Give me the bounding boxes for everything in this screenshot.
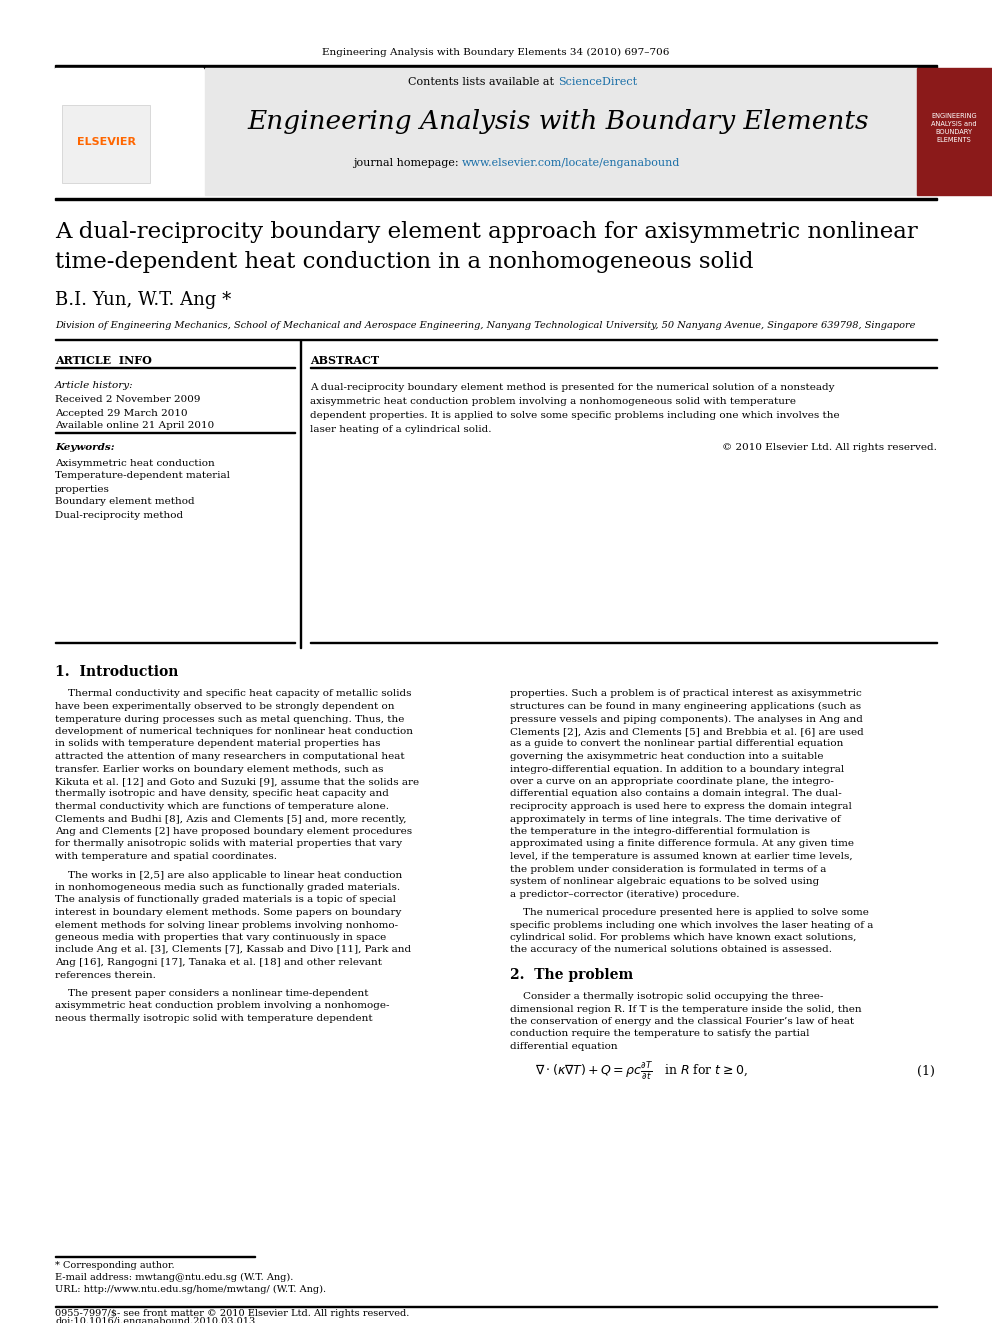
Text: differential equation: differential equation	[510, 1043, 618, 1050]
Text: reciprocity approach is used here to express the domain integral: reciprocity approach is used here to exp…	[510, 802, 852, 811]
Text: element methods for solving linear problems involving nonhomo-: element methods for solving linear probl…	[55, 921, 398, 930]
Text: pressure vessels and piping components). The analyses in Ang and: pressure vessels and piping components).…	[510, 714, 863, 724]
Text: ABSTRACT: ABSTRACT	[310, 355, 379, 365]
Bar	[62, 105, 150, 183]
Text: laser heating of a cylindrical solid.: laser heating of a cylindrical solid.	[310, 426, 491, 434]
Text: The numerical procedure presented here is applied to solve some: The numerical procedure presented here i…	[510, 908, 869, 917]
Text: have been experimentally observed to be strongly dependent on: have been experimentally observed to be …	[55, 703, 395, 710]
Text: Boundary element method: Boundary element method	[55, 497, 194, 507]
Text: A dual-reciprocity boundary element approach for axisymmetric nonlinear: A dual-reciprocity boundary element appr…	[55, 221, 918, 243]
Text: the temperature in the integro-differential formulation is: the temperature in the integro-different…	[510, 827, 810, 836]
Text: Keywords:: Keywords:	[55, 443, 115, 452]
Text: approximately in terms of line integrals. The time derivative of: approximately in terms of line integrals…	[510, 815, 840, 823]
Text: doi:10.1016/j.enganabound.2010.03.013: doi:10.1016/j.enganabound.2010.03.013	[55, 1316, 255, 1323]
Text: integro-differential equation. In addition to a boundary integral: integro-differential equation. In additi…	[510, 765, 844, 774]
Text: a predictor–corrector (iterative) procedure.: a predictor–corrector (iterative) proced…	[510, 889, 739, 898]
Text: conduction require the temperature to satisfy the partial: conduction require the temperature to sa…	[510, 1029, 809, 1039]
Text: Engineering Analysis with Boundary Elements 34 (2010) 697–706: Engineering Analysis with Boundary Eleme…	[322, 48, 670, 57]
Text: for thermally anisotropic solids with material properties that vary: for thermally anisotropic solids with ma…	[55, 840, 402, 848]
Text: Clements and Budhi [8], Azis and Clements [5] and, more recently,: Clements and Budhi [8], Azis and Clement…	[55, 815, 407, 823]
Text: system of nonlinear algebraic equations to be solved using: system of nonlinear algebraic equations …	[510, 877, 819, 886]
Text: dependent properties. It is applied to solve some specific problems including on: dependent properties. It is applied to s…	[310, 411, 839, 421]
Text: Clements [2], Azis and Clements [5] and Brebbia et al. [6] are used: Clements [2], Azis and Clements [5] and …	[510, 728, 864, 736]
Text: references therein.: references therein.	[55, 971, 156, 979]
Text: over a curve on an appropriate coordinate plane, the integro-: over a curve on an appropriate coordinat…	[510, 777, 834, 786]
Text: ARTICLE  INFO: ARTICLE INFO	[55, 355, 152, 365]
Text: approximated using a finite difference formula. At any given time: approximated using a finite difference f…	[510, 840, 854, 848]
Text: include Ang et al. [3], Clements [7], Kassab and Divo [11], Park and: include Ang et al. [3], Clements [7], Ka…	[55, 946, 411, 954]
Text: www.elsevier.com/locate/enganabound: www.elsevier.com/locate/enganabound	[462, 157, 681, 168]
Text: © 2010 Elsevier Ltd. All rights reserved.: © 2010 Elsevier Ltd. All rights reserved…	[722, 443, 937, 452]
Text: geneous media with properties that vary continuously in space: geneous media with properties that vary …	[55, 933, 386, 942]
Text: in nonhomogeneous media such as functionally graded materials.: in nonhomogeneous media such as function…	[55, 882, 400, 892]
Text: specific problems including one which involves the laser heating of a: specific problems including one which in…	[510, 921, 873, 930]
Text: URL: http://www.ntu.edu.sg/home/mwtang/ (W.T. Ang).: URL: http://www.ntu.edu.sg/home/mwtang/ …	[55, 1285, 326, 1294]
Text: A dual-reciprocity boundary element method is presented for the numerical soluti: A dual-reciprocity boundary element meth…	[310, 384, 834, 393]
Text: properties. Such a problem is of practical interest as axisymmetric: properties. Such a problem is of practic…	[510, 689, 862, 699]
Text: ELSEVIER: ELSEVIER	[76, 138, 136, 147]
Text: ENGINEERING
ANALYSIS and
BOUNDARY
ELEMENTS: ENGINEERING ANALYSIS and BOUNDARY ELEMEN…	[931, 112, 977, 143]
Bar	[205, 67, 917, 194]
Text: attracted the attention of many researchers in computational heat: attracted the attention of many research…	[55, 751, 405, 761]
Text: governing the axisymmetric heat conduction into a suitable: governing the axisymmetric heat conducti…	[510, 751, 823, 761]
Text: cylindrical solid. For problems which have known exact solutions,: cylindrical solid. For problems which ha…	[510, 933, 856, 942]
Text: in solids with temperature dependent material properties has: in solids with temperature dependent mat…	[55, 740, 381, 749]
Text: Division of Engineering Mechanics, School of Mechanical and Aerospace Engineerin: Division of Engineering Mechanics, Schoo…	[55, 321, 916, 331]
Text: neous thermally isotropic solid with temperature dependent: neous thermally isotropic solid with tem…	[55, 1013, 373, 1023]
Text: development of numerical techniques for nonlinear heat conduction: development of numerical techniques for …	[55, 728, 413, 736]
Bar	[55, 65, 937, 67]
Text: level, if the temperature is assumed known at earlier time levels,: level, if the temperature is assumed kno…	[510, 852, 853, 861]
Text: temperature during processes such as metal quenching. Thus, the: temperature during processes such as met…	[55, 714, 405, 724]
Text: properties: properties	[55, 484, 110, 493]
Text: Temperature-dependent material: Temperature-dependent material	[55, 471, 230, 480]
Text: dimensional region R. If T is the temperature inside the solid, then: dimensional region R. If T is the temper…	[510, 1004, 862, 1013]
Bar	[55, 67, 203, 194]
Text: thermal conductivity which are functions of temperature alone.: thermal conductivity which are functions…	[55, 802, 389, 811]
Text: Engineering Analysis with Boundary Elements: Engineering Analysis with Boundary Eleme…	[247, 110, 869, 135]
Text: thermally isotropic and have density, specific heat capacity and: thermally isotropic and have density, sp…	[55, 790, 389, 799]
Text: Thermal conductivity and specific heat capacity of metallic solids: Thermal conductivity and specific heat c…	[55, 689, 412, 699]
Text: as a guide to convert the nonlinear partial differential equation: as a guide to convert the nonlinear part…	[510, 740, 843, 749]
Bar	[300, 340, 302, 648]
Text: B.I. Yun, W.T. Ang *: B.I. Yun, W.T. Ang *	[55, 291, 231, 310]
Text: Kikuta et al. [12] and Goto and Suzuki [9], assume that the solids are: Kikuta et al. [12] and Goto and Suzuki […	[55, 777, 420, 786]
Text: 0955-7997/$- see front matter © 2010 Elsevier Ltd. All rights reserved.: 0955-7997/$- see front matter © 2010 Els…	[55, 1310, 410, 1319]
Text: The works in [2,5] are also applicable to linear heat conduction: The works in [2,5] are also applicable t…	[55, 871, 402, 880]
Text: Dual-reciprocity method: Dual-reciprocity method	[55, 511, 184, 520]
Text: 1.  Introduction: 1. Introduction	[55, 665, 179, 679]
Bar	[55, 197, 937, 200]
Text: axisymmetric heat conduction problem involving a nonhomoge-: axisymmetric heat conduction problem inv…	[55, 1002, 390, 1011]
Text: 2.  The problem: 2. The problem	[510, 967, 633, 982]
Text: with temperature and spatial coordinates.: with temperature and spatial coordinates…	[55, 852, 277, 861]
Text: the conservation of energy and the classical Fourier’s law of heat: the conservation of energy and the class…	[510, 1017, 854, 1027]
Text: the accuracy of the numerical solutions obtained is assessed.: the accuracy of the numerical solutions …	[510, 946, 832, 954]
Text: E-mail address: mwtang@ntu.edu.sg (W.T. Ang).: E-mail address: mwtang@ntu.edu.sg (W.T. …	[55, 1273, 294, 1282]
Text: differential equation also contains a domain integral. The dual-: differential equation also contains a do…	[510, 790, 842, 799]
Text: Article history:: Article history:	[55, 381, 134, 389]
Text: time-dependent heat conduction in a nonhomogeneous solid: time-dependent heat conduction in a nonh…	[55, 251, 754, 273]
Bar	[55, 339, 937, 340]
Text: Available online 21 April 2010: Available online 21 April 2010	[55, 422, 214, 430]
Text: Contents lists available at: Contents lists available at	[409, 77, 558, 87]
Text: Received 2 November 2009: Received 2 November 2009	[55, 396, 200, 405]
Text: Consider a thermally isotropic solid occupying the three-: Consider a thermally isotropic solid occ…	[510, 992, 823, 1002]
Text: journal homepage:: journal homepage:	[353, 157, 462, 168]
Text: * Corresponding author.: * Corresponding author.	[55, 1261, 175, 1270]
Text: The present paper considers a nonlinear time-dependent: The present paper considers a nonlinear …	[55, 990, 368, 998]
Text: structures can be found in many engineering applications (such as: structures can be found in many engineer…	[510, 703, 861, 710]
Text: transfer. Earlier works on boundary element methods, such as: transfer. Earlier works on boundary elem…	[55, 765, 384, 774]
Text: ScienceDirect: ScienceDirect	[558, 77, 637, 87]
Text: $\nabla\cdot(\kappa\nabla T)+Q=\rho c\frac{\partial T}{\partial t}$   in $R$ for: $\nabla\cdot(\kappa\nabla T)+Q=\rho c\fr…	[535, 1060, 748, 1082]
Text: interest in boundary element methods. Some papers on boundary: interest in boundary element methods. So…	[55, 908, 402, 917]
Bar	[917, 67, 992, 194]
Text: Axisymmetric heat conduction: Axisymmetric heat conduction	[55, 459, 214, 467]
Text: The analysis of functionally graded materials is a topic of special: The analysis of functionally graded mate…	[55, 896, 396, 905]
Text: Accepted 29 March 2010: Accepted 29 March 2010	[55, 409, 187, 418]
Text: Ang and Clements [2] have proposed boundary element procedures: Ang and Clements [2] have proposed bound…	[55, 827, 412, 836]
Text: Ang [16], Rangogni [17], Tanaka et al. [18] and other relevant: Ang [16], Rangogni [17], Tanaka et al. […	[55, 958, 382, 967]
Text: the problem under consideration is formulated in terms of a: the problem under consideration is formu…	[510, 864, 826, 873]
Text: (1): (1)	[918, 1065, 935, 1077]
Text: axisymmetric heat conduction problem involving a nonhomogeneous solid with tempe: axisymmetric heat conduction problem inv…	[310, 397, 796, 406]
